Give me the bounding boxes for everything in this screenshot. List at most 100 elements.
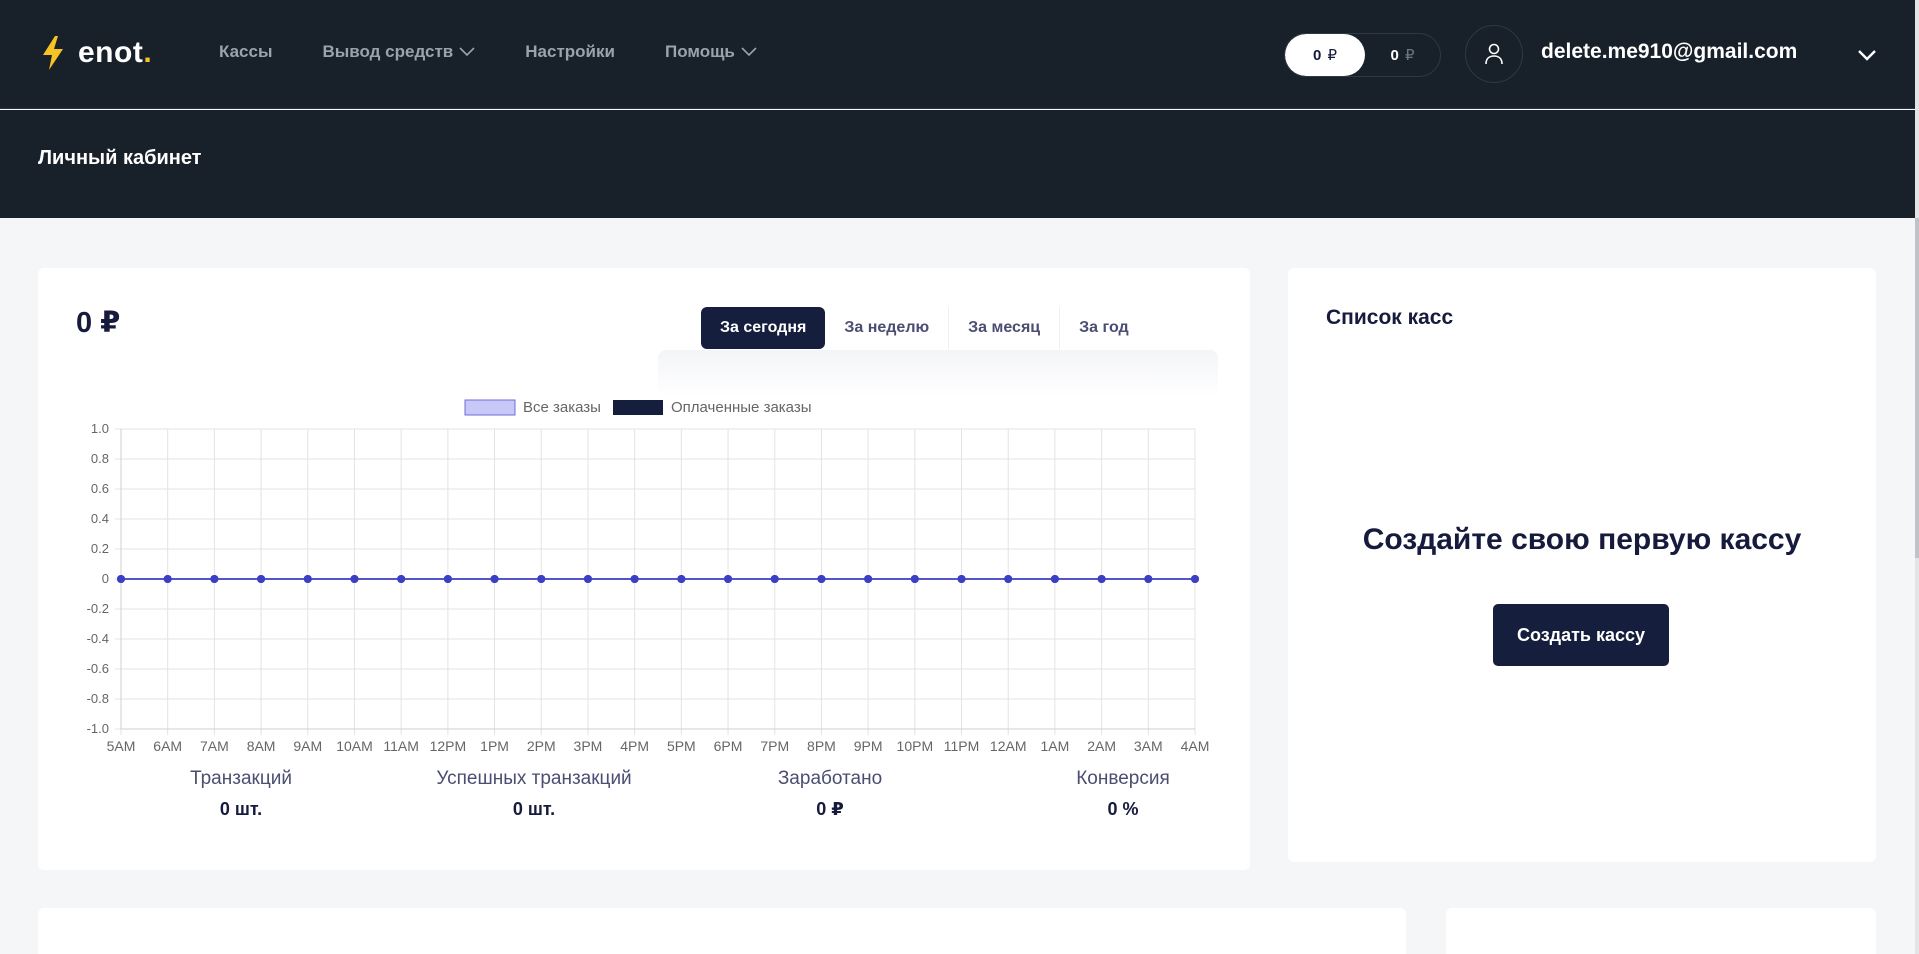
data-point [864,575,873,583]
total-amount: 0 ₽ [76,307,121,339]
y-tick-label: 0.4 [91,511,109,526]
data-point [350,575,359,583]
x-tick-label: 8AM [247,738,276,754]
y-tick-label: -0.4 [87,631,109,646]
x-tick-label: 12PM [430,738,467,754]
top-navbar: enot. Кассы Вывод средств Настройки Помо… [0,0,1915,109]
data-point [724,575,733,583]
kpi-label: Конверсия [1076,768,1170,789]
scrollbar[interactable] [1915,0,1919,954]
y-tick-label: 1.0 [91,421,109,436]
nav-item-cashiers[interactable]: Кассы [219,42,273,61]
cashiers-title: Список касс [1326,306,1454,329]
y-tick-label: -0.2 [87,601,109,616]
x-tick-label: 11AM [383,738,419,754]
orders-chart: 1.0 0.8 0.6 0.4 0.2 0 -0.2 -0.4 -0.6 -0.8 -1.0 5AM 6… [87,399,1210,754]
data-point [1191,575,1199,583]
data-point [1144,575,1153,583]
x-tick-label: 10AM [336,738,373,754]
data-point [1004,575,1013,583]
balance-switch[interactable]: 0 ₽ 0 ₽ [1284,33,1441,77]
x-tick-label: 2AM [1087,738,1116,754]
x-tick-label: 9AM [293,738,322,754]
x-tick-label: 5AM [107,738,136,754]
tab-month[interactable]: За месяц [949,307,1061,349]
lightning-icon [43,36,63,70]
x-tick-label: 4PM [620,738,649,754]
kpi-value: 0 ₽ [816,799,844,819]
kpi-value: 0 % [1107,799,1139,819]
kpi-label: Заработано [777,768,883,789]
tab-today[interactable]: За сегодня [701,307,826,349]
cashiers-empty-text: Создайте свою первую кассу [1362,523,1802,556]
nav-item-help[interactable]: Помощь [665,42,757,62]
legend-swatch-all-orders [464,399,516,416]
nav-item-withdraw[interactable]: Вывод средств [322,42,475,62]
tab-year[interactable]: За год [1079,319,1129,336]
x-tick-label: 4AM [1181,738,1210,754]
y-tick-label: -0.6 [87,661,109,676]
cashiers-card: Список касс Создайте свою первую кассу С… [1288,268,1876,862]
x-tick-label: 8PM [807,738,836,754]
kpi-successful: Успешных транзакций 0 шт. [404,768,664,820]
scrollbar-thumb[interactable] [1915,218,1919,558]
data-point [163,575,172,583]
kpi-label: Транзакций [190,768,292,789]
balance-primary[interactable]: 0 ₽ [1285,34,1365,76]
y-tick-label: 0.6 [91,481,109,496]
data-point [1097,575,1106,583]
period-tabs: За сегодня За неделю За месяц За год [701,307,1148,349]
bottom-card [1446,908,1876,954]
bottom-card [38,908,1406,954]
data-point [957,575,966,583]
page-header: Личный кабинет [0,110,1915,218]
y-tick-label: -0.8 [87,691,109,706]
data-point [770,575,779,583]
nav-item-settings[interactable]: Настройки [525,42,615,61]
x-tick-label: 1AM [1041,738,1070,754]
kpi-value: 0 шт. [512,799,556,819]
data-point [910,575,919,583]
avatar[interactable] [1465,25,1523,83]
data-point [583,575,592,583]
logo-text: enot. [78,36,153,69]
data-point [397,575,406,583]
kpi-label: Успешных транзакций [436,768,632,789]
data-point [537,575,546,583]
kpi-transactions: Транзакций 0 шт. [111,768,371,820]
kpi-row: Транзакций 0 шт. Успешных транзакций 0 ш… [38,768,1250,838]
data-point [817,575,826,583]
user-icon [1485,43,1503,65]
user-email[interactable]: delete.me910@gmail.com [1541,40,1798,63]
y-tick-label: -1.0 [87,721,109,736]
x-tick-label: 5PM [667,738,696,754]
kpi-value: 0 шт. [219,799,263,819]
x-tick-label: 6PM [714,738,743,754]
data-point [303,575,312,583]
chevron-down-icon[interactable] [1857,48,1877,62]
y-tick-label: 0.8 [91,451,109,466]
tab-week[interactable]: За неделю [825,307,950,349]
x-tick-label: 9PM [854,738,883,754]
kpi-earned: Заработано 0 ₽ [700,768,960,820]
legend-label-paid-orders: Оплаченные заказы [671,399,812,416]
x-tick-label: 2PM [527,738,556,754]
data-point [443,575,452,583]
x-tick-label: 7AM [200,738,229,754]
page-title: Личный кабинет [38,147,202,169]
x-tick-label: 10PM [897,738,934,754]
data-point [1050,575,1059,583]
chevron-down-icon [459,47,475,57]
kpi-conversion: Конверсия 0 % [993,768,1253,820]
create-cashier-button[interactable]: Создать кассу [1493,604,1669,666]
x-tick-label: 1PM [480,738,509,754]
data-point [117,575,125,583]
balance-secondary[interactable]: 0 ₽ [1390,46,1415,65]
x-tick-label: 11PM [944,738,980,754]
x-tick-label: 7PM [760,738,789,754]
logo[interactable]: enot. [40,36,152,70]
x-tick-label: 6AM [153,738,182,754]
main-nav: Кассы Вывод средств Настройки Помощь [219,42,807,62]
data-point [257,575,266,583]
legend-swatch-paid-orders [613,400,663,415]
